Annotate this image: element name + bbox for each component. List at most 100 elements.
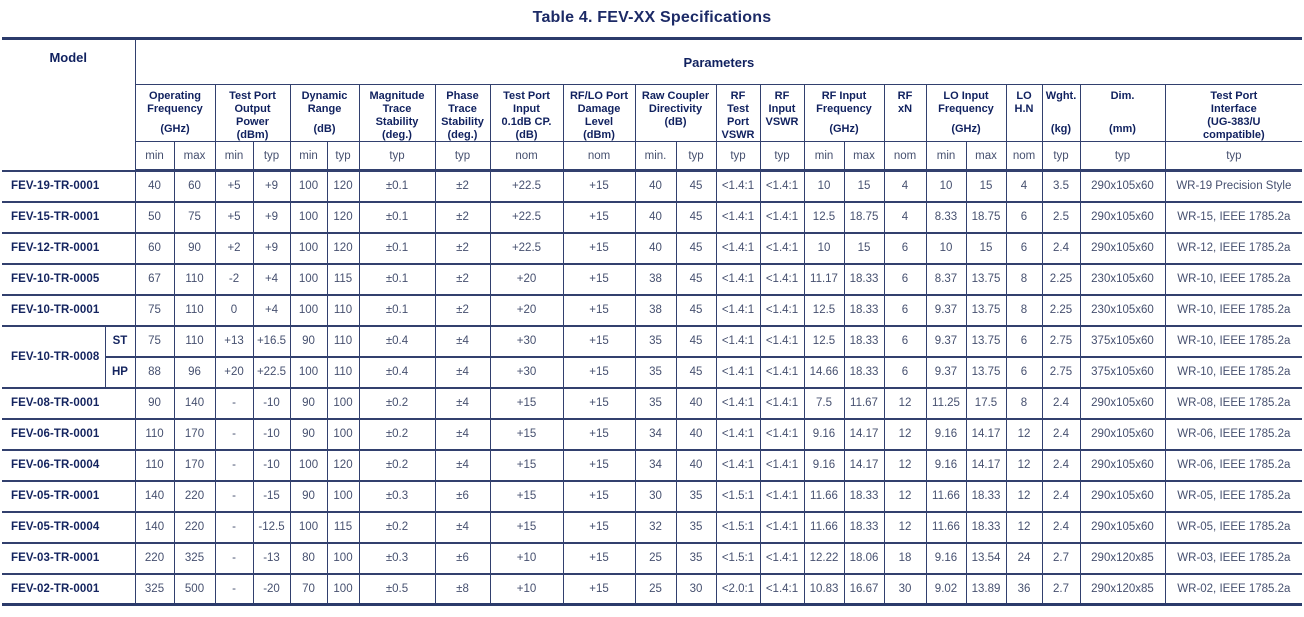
column-group-unit: (UG-383/U compatible) [1202, 115, 1265, 141]
spec-value-cell: 80 [289, 541, 328, 575]
model-cell: FEV-05-TR-0004 [1, 510, 136, 544]
spec-value-cell: 30 [675, 572, 717, 606]
spec-value-cell: +15 [562, 293, 636, 327]
spec-value-cell: +22.5 [489, 169, 564, 203]
spec-value-cell: 11.66 [925, 510, 967, 544]
column-group-label: Test Port Output Power [229, 90, 276, 128]
spec-value-cell: +30 [489, 324, 564, 358]
spec-value-cell: +4 [252, 262, 291, 296]
spec-value-cell: -13 [252, 541, 291, 575]
column-group-cell: Raw Coupler Directivity (dB) [638, 90, 714, 136]
spec-value-cell: 18.75 [965, 200, 1007, 234]
spec-value-cell: WR-05, IEEE 1785.2a [1164, 479, 1303, 513]
spec-value-cell: <1.4:1 [715, 200, 761, 234]
column-group-cell: Wght. (kg) [1045, 90, 1078, 136]
specs-table-header: Model Parameters Operating Frequency (GHz) T… [1, 37, 1303, 172]
table-row: FEV-06-TR-0001 110 170- -10 90 100 ±0.2 ±4 +15 +1… [1, 417, 1303, 451]
spec-value-cell: ±0.1 [358, 262, 436, 296]
spec-value-cell: <1.5:1 [715, 541, 761, 575]
spec-value-cell: 140 [173, 386, 216, 420]
spec-value-cell: 100 [289, 448, 328, 482]
spec-value-cell: ±2 [434, 293, 491, 327]
column-group-label: Operating Frequency [147, 90, 203, 115]
table-row: FEV-15-TR-0001 50 75 +5 +9 100 120 ±0.1 ±2 +22.5 +… [1, 200, 1303, 234]
column-group-label: RF xN [897, 90, 913, 115]
parameters-header: Parameters [134, 37, 1303, 85]
spec-value-cell: 35 [634, 386, 677, 420]
spec-value-cell: 8.37 [925, 262, 967, 296]
table-row: HP 88 96 +20 +22.5 100 110 ±0.4 ±4 +30 +15 35 45 <1.4… [2, 355, 1303, 389]
table-row: FEV-05-TR-0001 140 220- -15 90 100 ±0.3 ±6 +15 +1… [1, 479, 1303, 513]
spec-value-cell: 60 [134, 231, 175, 265]
spec-value-cell: 11.66 [803, 510, 845, 544]
spec-value-cell: 40 [634, 169, 677, 203]
column-group-unit: (dB) [515, 128, 538, 141]
spec-value-cell: WR-10, IEEE 1785.2a [1164, 324, 1303, 358]
column-sub-header: nom [562, 141, 636, 172]
spec-value-cell: +15 [489, 417, 564, 451]
spec-value-cell: 8.33 [925, 200, 967, 234]
spec-value-cell: ±0.2 [358, 510, 436, 544]
column-group-label: RF/LO Port Damage Level [569, 90, 629, 128]
table-row: FEV-08-TR-0001 90 140- -10 90 100 ±0.2 ±4 +15 +15… [1, 386, 1303, 420]
column-group-unit: (GHz) [951, 123, 981, 136]
table-row: FEV-02-TR-0001 325 500- -20 70 100 ±0.5 ±8 +10 +1… [1, 572, 1303, 606]
spec-value-cell: 38 [634, 262, 677, 296]
spec-value-cell: 75 [134, 293, 175, 327]
column-group-header: RF xN [883, 84, 927, 142]
spec-value-cell: WR-06, IEEE 1785.2a [1164, 448, 1303, 482]
spec-value-cell: +30 [489, 355, 564, 389]
spec-value-cell: <1.4:1 [715, 293, 761, 327]
spec-value-cell: 13.75 [965, 324, 1007, 358]
spec-value-cell: <1.4:1 [715, 355, 761, 389]
variant-cell: ST [104, 324, 136, 358]
spec-value-cell: +15 [489, 386, 564, 420]
spec-value-cell: 290x105x60 [1079, 231, 1166, 265]
spec-value-cell: 15 [965, 169, 1007, 203]
spec-value-cell: +5 [214, 200, 254, 234]
table-title: Table 4. FEV-XX Specifications [532, 9, 772, 26]
column-group-unit: (dB) [313, 123, 336, 136]
spec-value-cell: 220 [173, 510, 216, 544]
spec-value-cell: WR-06, IEEE 1785.2a [1164, 417, 1303, 451]
spec-value-cell: 9.16 [803, 448, 845, 482]
spec-value-cell: WR-15, IEEE 1785.2a [1164, 200, 1303, 234]
spec-value-cell: <1.5:1 [715, 479, 761, 513]
table-row: FEV-10-TR-0008 ST 75 110 +13 +16.5 90 110 ±0.4 ±4… [1, 324, 1303, 389]
spec-value-cell: <1.4:1 [759, 572, 805, 606]
spec-value-cell: <1.4:1 [715, 169, 761, 203]
spec-value-cell: <1.4:1 [759, 355, 805, 389]
spec-value-cell: 12 [1005, 417, 1043, 451]
spec-value-cell: ±0.2 [358, 386, 436, 420]
spec-value-cell: 10 [925, 169, 967, 203]
spec-value-cell: 10 [803, 169, 845, 203]
spec-value-cell: 2.4 [1041, 231, 1081, 265]
spec-value-cell: 6 [1005, 200, 1043, 234]
column-group-unit: (dBm) [236, 128, 269, 141]
spec-value-cell: 110 [326, 324, 360, 358]
spec-value-cell: 115 [326, 510, 360, 544]
spec-value-cell: +4 [252, 293, 291, 327]
spec-value-cell: 90 [134, 386, 175, 420]
spec-value-cell: 100 [289, 262, 328, 296]
spec-value-cell: -10 [252, 417, 291, 451]
spec-value-cell: 120 [326, 231, 360, 265]
spec-value-cell: 35 [675, 541, 717, 575]
spec-value-cell: - [214, 417, 254, 451]
spec-value-cell: 100 [289, 169, 328, 203]
spec-value-cell: 12 [883, 417, 927, 451]
column-group-label: Dim. [1110, 90, 1135, 102]
spec-value-cell: ±4 [434, 355, 491, 389]
spec-value-cell: +9 [252, 231, 291, 265]
spec-value-cell: ±0.1 [358, 169, 436, 203]
column-sub-header: typ [326, 141, 360, 172]
spec-value-cell: <1.4:1 [759, 448, 805, 482]
header-row-groups: Operating Frequency (GHz) Test Port Output… [2, 84, 1303, 142]
spec-value-cell: +15 [562, 355, 636, 389]
spec-value-cell: 45 [675, 231, 717, 265]
column-group-header: Wght. (kg) [1041, 84, 1081, 142]
spec-value-cell: <1.4:1 [759, 262, 805, 296]
spec-value-cell: 100 [326, 417, 360, 451]
column-group-unit: (GHz) [829, 123, 859, 136]
spec-value-cell: <1.4:1 [759, 231, 805, 265]
